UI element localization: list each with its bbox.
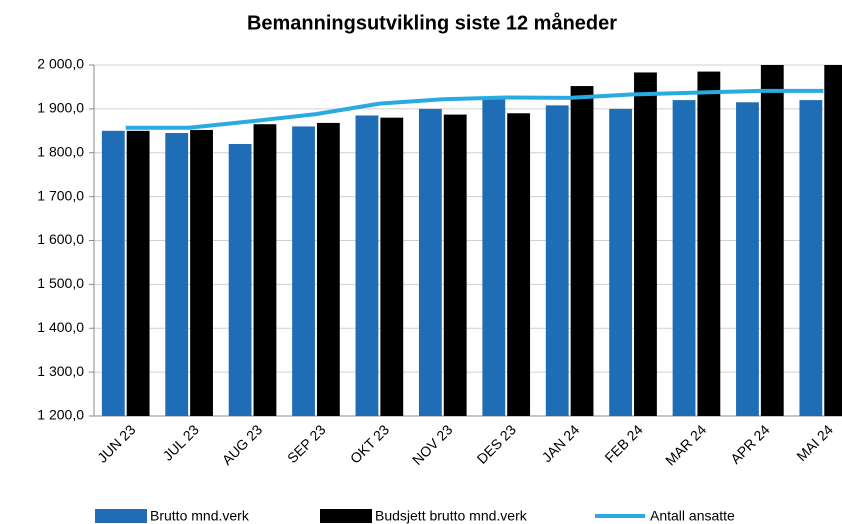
bar: [760, 65, 784, 416]
bar: [253, 124, 277, 416]
bar: [101, 130, 125, 416]
x-tick-label: AUG 23: [219, 421, 266, 468]
y-tick-label: 2 000,0: [37, 56, 84, 72]
x-tick-label: DES 23: [474, 421, 520, 467]
y-tick-label: 1 300,0: [37, 363, 84, 379]
bar: [228, 143, 252, 416]
bar: [824, 65, 842, 416]
y-tick-label: 1 700,0: [37, 187, 84, 203]
x-tick-label: JUL 23: [160, 421, 202, 463]
bar: [190, 129, 213, 416]
y-tick-label: 1 800,0: [37, 143, 84, 159]
bar: [736, 102, 759, 416]
x-tick-label: JUN 23: [94, 421, 138, 465]
y-tick-label: 1 200,0: [37, 407, 84, 423]
y-tick-label: 1 900,0: [37, 100, 84, 116]
x-tick-label: SEP 23: [284, 421, 329, 466]
x-tick-label: APR 24: [727, 421, 773, 467]
chart-title: Bemanningsutvikling siste 12 måneder: [247, 11, 617, 34]
y-tick-label: 1 500,0: [37, 275, 84, 291]
bar: [634, 72, 657, 417]
legend-label: Antall ansatte: [650, 508, 735, 524]
legend-label: Budsjett brutto mnd.verk: [375, 508, 528, 524]
x-tick-label: MAR 24: [662, 421, 709, 468]
legend-label: Brutto mnd.verk: [150, 508, 250, 524]
bar: [672, 100, 696, 416]
x-tick-label: NOV 23: [409, 421, 456, 468]
bar: [418, 108, 442, 416]
bar: [443, 114, 467, 417]
bar: [570, 86, 594, 416]
bar: [380, 117, 404, 417]
bar: [799, 100, 823, 416]
x-tick-label: MAI 24: [793, 421, 836, 464]
legend-swatch: [95, 509, 147, 523]
bar: [316, 122, 340, 416]
bar: [507, 113, 531, 416]
bar: [609, 108, 633, 416]
y-tick-label: 1 400,0: [37, 319, 84, 335]
x-tick-label: FEB 24: [601, 421, 645, 465]
x-tick-label: OKT 23: [347, 421, 392, 466]
bar: [355, 115, 379, 417]
bar: [697, 71, 721, 417]
bar: [165, 133, 189, 416]
legend-swatch: [320, 509, 372, 523]
bar: [126, 130, 150, 416]
bar: [292, 126, 315, 417]
x-tick-label: JAN 24: [539, 421, 583, 465]
bar: [482, 97, 506, 416]
line: [125, 88, 824, 130]
bar: [545, 105, 569, 417]
y-tick-label: 1 600,0: [37, 231, 84, 247]
